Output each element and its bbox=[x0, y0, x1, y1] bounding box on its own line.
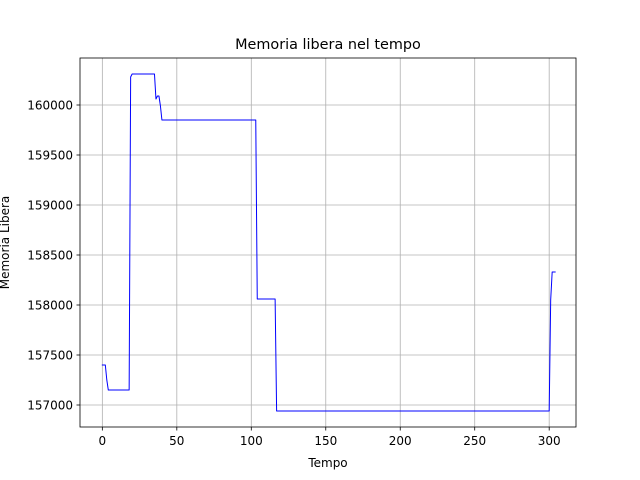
chart-title: Memoria libera nel tempo bbox=[235, 37, 421, 53]
x-tick-label: 250 bbox=[463, 434, 486, 448]
x-axis-ticks: 0 50 100 150 200 250 300 bbox=[99, 427, 561, 448]
x-tick-label: 0 bbox=[99, 434, 107, 448]
series-layer bbox=[101, 73, 556, 412]
x-tick-label: 50 bbox=[169, 434, 184, 448]
x-tick-label: 200 bbox=[389, 434, 412, 448]
y-axis-label: Memoria Libera bbox=[0, 196, 12, 290]
plot-frame bbox=[79, 57, 577, 428]
x-tick-label: 100 bbox=[240, 434, 263, 448]
x-axis-label: Tempo bbox=[307, 456, 347, 470]
grid bbox=[80, 58, 576, 427]
y-tick-label: 157000 bbox=[27, 398, 73, 412]
y-tick-label: 158500 bbox=[27, 248, 73, 262]
y-tick-label: 159500 bbox=[27, 148, 73, 162]
y-tick-label: 158000 bbox=[27, 298, 73, 312]
y-axis-ticks: 157000 157500 158000 158500 159000 159500 1600… bbox=[27, 98, 80, 412]
y-tick-label: 160000 bbox=[27, 98, 73, 112]
series-line bbox=[101, 73, 556, 412]
x-tick-label: 300 bbox=[538, 434, 561, 448]
x-tick-label: 150 bbox=[314, 434, 337, 448]
y-tick-label: 159000 bbox=[27, 198, 73, 212]
y-tick-label: 157500 bbox=[27, 348, 73, 362]
